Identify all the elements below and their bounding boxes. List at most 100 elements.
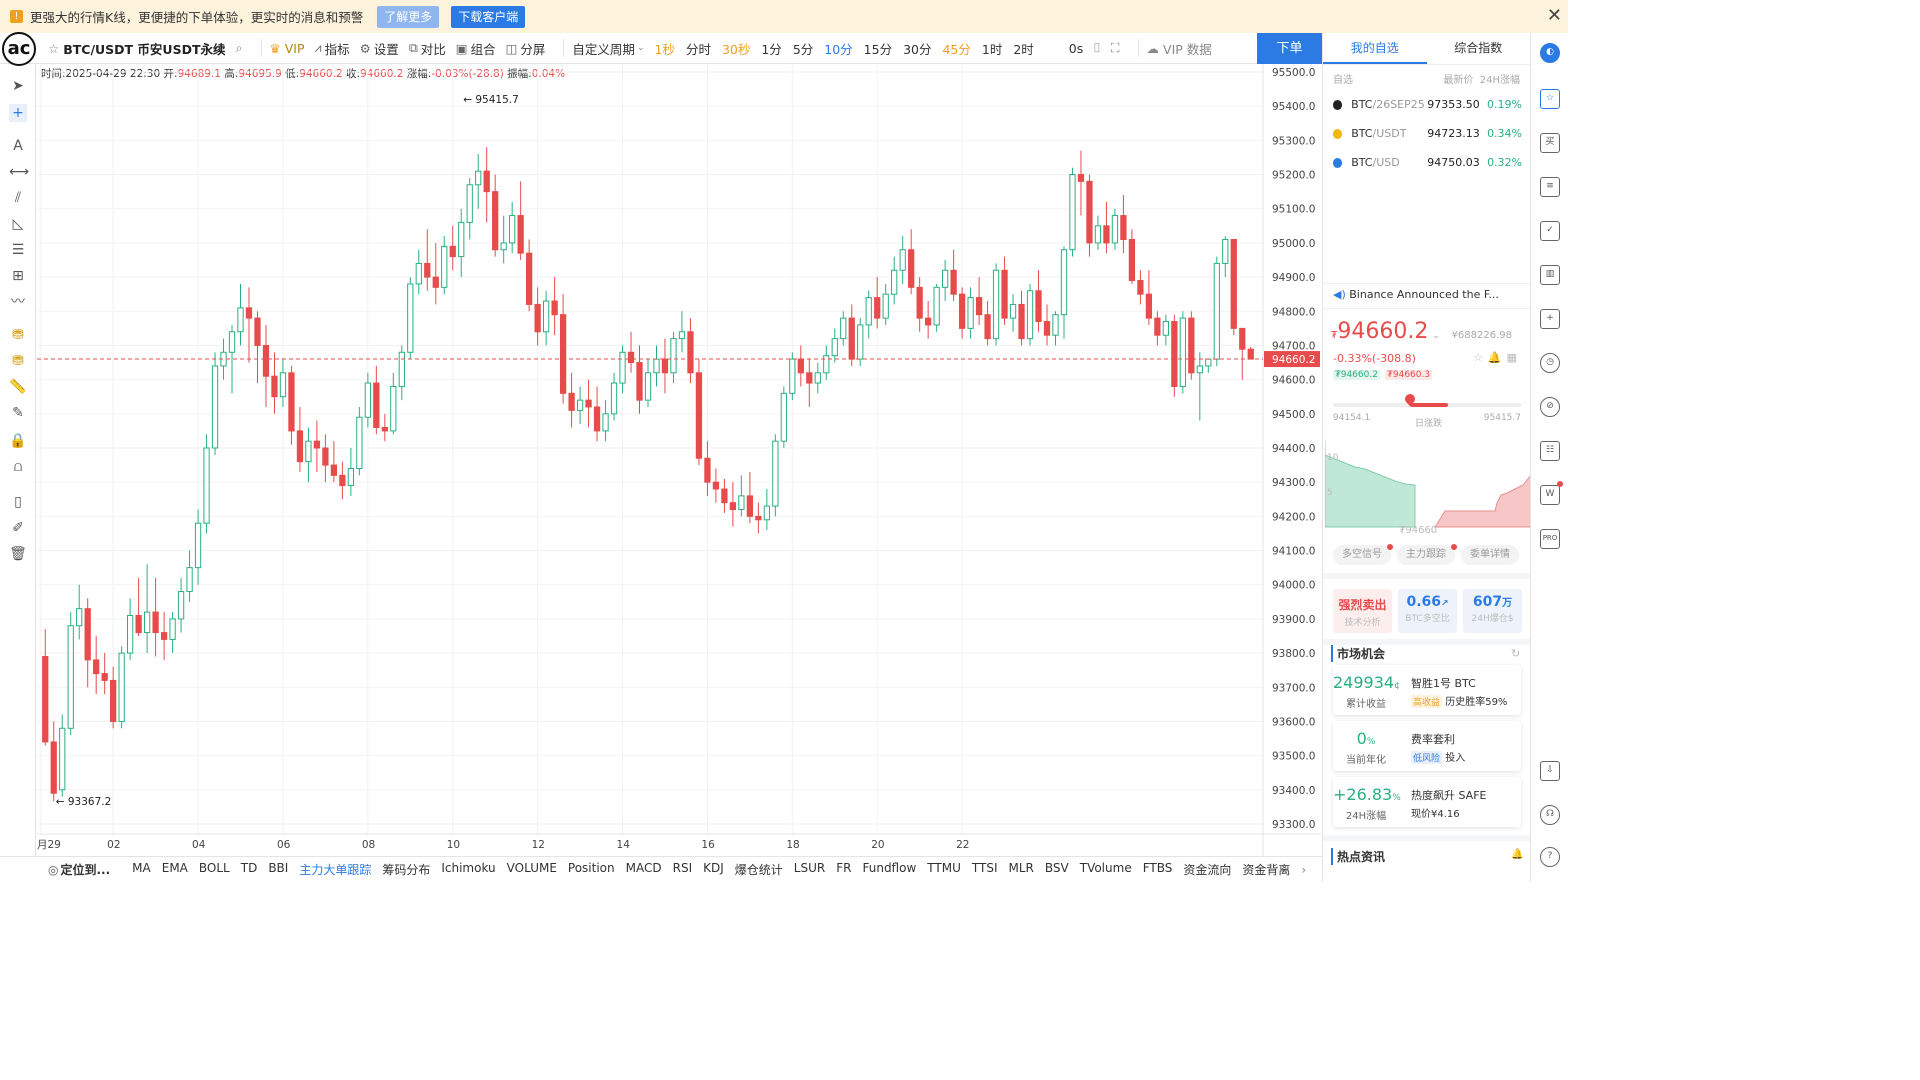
help-icon[interactable]: ? [1540,847,1560,867]
chevron-down-icon[interactable]: ⌄ [1432,331,1440,341]
list-item[interactable]: BTC/USD 94750.03 0.32% [1323,148,1530,177]
split-screen-button[interactable]: 分屏 [520,41,546,57]
long-short-signal-pill[interactable]: 多空信号 [1333,545,1391,565]
candlestick-chart[interactable]: 95500.0 95400.0 95300.0 95200.0 95100.0 95000… [37,64,1321,856]
col-self[interactable]: 自选 [1333,75,1353,86]
headset-icon[interactable]: ☊ [1540,805,1560,825]
magnet-icon[interactable]: ⩍ [13,459,23,475]
indicator-sub_items-4[interactable]: KDJ [703,861,724,875]
grid-tool-icon[interactable]: ⊞ [12,268,24,284]
symbol-selector[interactable]: BTC/USDT 币安USDT永续 [63,41,226,57]
crosshair-icon[interactable]: + [9,104,27,122]
pattern-icon[interactable]: ⛃ [12,327,24,343]
vip-button[interactable]: VIP [284,40,305,56]
period-8[interactable]: 45分 [942,41,971,57]
indicator-items-6[interactable]: 筹码分布 [382,863,431,877]
parallel-lines-icon[interactable]: ⫽ [14,190,22,206]
line-tool-icon[interactable]: ⟷ [9,164,30,180]
indicator-sub_items-8[interactable]: Fundflow [862,861,917,875]
orders-icon[interactable]: ≡ [1540,177,1560,197]
lock-icon[interactable]: 🔒 [9,433,27,449]
opportunity-card[interactable]: 249934¢ 累计收益 智胜1号 BTC 高收益 历史胜率59% [1333,665,1521,715]
indicator-sub_items-14[interactable]: FTBS [1142,861,1173,875]
period-6[interactable]: 15分 [863,41,893,57]
period-4[interactable]: 5分 [792,41,814,57]
ruler-icon[interactable]: 📏 [9,379,27,395]
combine-button[interactable]: 组合 [470,41,496,57]
tab-composite-index[interactable]: 综合指数 [1454,41,1503,55]
depth-chart[interactable]: 10 5 [1325,433,1531,533]
text-tool-icon[interactable]: A [13,138,23,154]
indicator-sub_items-10[interactable]: TTSI [971,861,998,875]
indicator-items-0[interactable]: MA [132,861,151,875]
indicator-sub_items-13[interactable]: TVolume [1079,861,1132,875]
add-window-icon[interactable]: + [1540,309,1560,329]
order-detail-pill[interactable]: 委单详情 [1461,545,1519,565]
col-change[interactable]: 24H涨幅 [1479,75,1520,86]
cursor-icon[interactable]: ➤ [12,78,24,94]
indicator-button[interactable]: 指标 [324,41,350,57]
pen-icon[interactable]: ✎ [12,405,24,421]
place-order-button[interactable]: 下单 [1257,33,1322,64]
checklist-icon[interactable]: ✓ [1540,221,1560,241]
learn-more-button[interactable]: 了解更多 [377,5,440,28]
bell-icon[interactable]: 🔔 [1511,849,1524,860]
star-icon[interactable]: ☆ [48,40,60,56]
compass-icon[interactable]: ◐ [1540,43,1560,63]
col-price[interactable]: 最新价 [1443,75,1474,86]
edit-list-icon[interactable]: ✐ [12,520,24,536]
news-ticker[interactable]: ◀) Binance Announced the F... [1323,283,1530,309]
indicator-sub_items-16[interactable]: 资金背离 [1242,863,1291,877]
w-icon[interactable]: W [1540,485,1560,505]
indicator-sub_items-6[interactable]: LSUR [793,861,826,875]
indicator-sub_items-0[interactable]: VOLUME [506,861,557,875]
period-3[interactable]: 1分 [761,41,782,57]
indicator-items-2[interactable]: BOLL [198,861,230,875]
pattern-alt-icon[interactable]: ⛃ [12,353,24,369]
liquidation-card[interactable]: 607万 24H爆仓$ [1463,589,1522,633]
watchlist-icon[interactable]: ☆ [1540,89,1560,109]
indicator-sub_items-2[interactable]: MACD [625,861,662,875]
list-item[interactable]: BTC/26SEP25 97353.50 0.19% [1323,90,1530,119]
buy-icon[interactable]: 买 [1540,133,1560,153]
indicator-sub_items-15[interactable]: 资金流向 [1183,863,1232,877]
close-icon[interactable]: ✕ [1546,5,1562,26]
main-force-pill[interactable]: 主力跟踪 [1397,545,1455,565]
trash-icon[interactable]: 🗑 [9,546,27,562]
compare-button[interactable]: 对比 [420,41,446,57]
period-5[interactable]: 10分 [824,41,853,57]
search-icon[interactable]: ⌕ [235,40,243,55]
indicator-sub_items-11[interactable]: MLR [1008,861,1034,875]
period-1[interactable]: 分时 [685,41,711,57]
app-logo[interactable]: ac [2,32,36,66]
satellite-icon[interactable]: ⊘ [1540,397,1560,417]
indicator-sub_items-9[interactable]: TTMU [927,861,961,875]
chevron-right-icon[interactable]: › [1301,862,1307,877]
indicator-sub_items-7[interactable]: FR [836,861,852,875]
list-item[interactable]: BTC/USDT 94723.13 0.34% [1323,119,1530,148]
indicator-items-5[interactable]: 主力大单跟踪 [299,863,372,877]
wave-tool-icon[interactable]: 〰 [11,294,25,310]
custom-period-button[interactable]: 自定义周期 [572,41,635,57]
grid-icon[interactable]: ▦ [1506,351,1522,364]
period-7[interactable]: 30分 [903,41,932,57]
indicator-items-7[interactable]: Ichimoku [441,861,496,875]
download-client-button[interactable]: 下载客户端 [451,5,526,28]
period-2[interactable]: 30秒 [721,41,751,57]
indicator-sub_items-12[interactable]: BSV [1044,861,1069,875]
indicator-items-1[interactable]: EMA [161,861,188,875]
signal-card[interactable]: 强烈卖出 技术分析 [1333,589,1392,633]
period-0[interactable]: 1秒 [654,41,675,57]
indicator-sub_items-3[interactable]: RSI [672,861,693,875]
period-10[interactable]: 2时 [1013,41,1034,57]
settings-button[interactable]: 设置 [373,41,399,57]
triangle-tool-icon[interactable]: ◺ [12,216,24,232]
notes-icon[interactable]: ☷ [1540,441,1560,461]
indicator-sub_items-1[interactable]: Position [567,861,615,875]
goto-button[interactable]: 定位到... [60,863,111,877]
clock-icon[interactable]: ◷ [1540,353,1560,373]
fibonacci-icon[interactable]: ☰ [11,242,25,258]
tab-my-watchlist[interactable]: 我的自选 [1323,33,1427,64]
long-short-card[interactable]: 0.66↗ BTC多空比 [1398,589,1457,633]
pro-icon[interactable]: PRO [1540,529,1560,549]
